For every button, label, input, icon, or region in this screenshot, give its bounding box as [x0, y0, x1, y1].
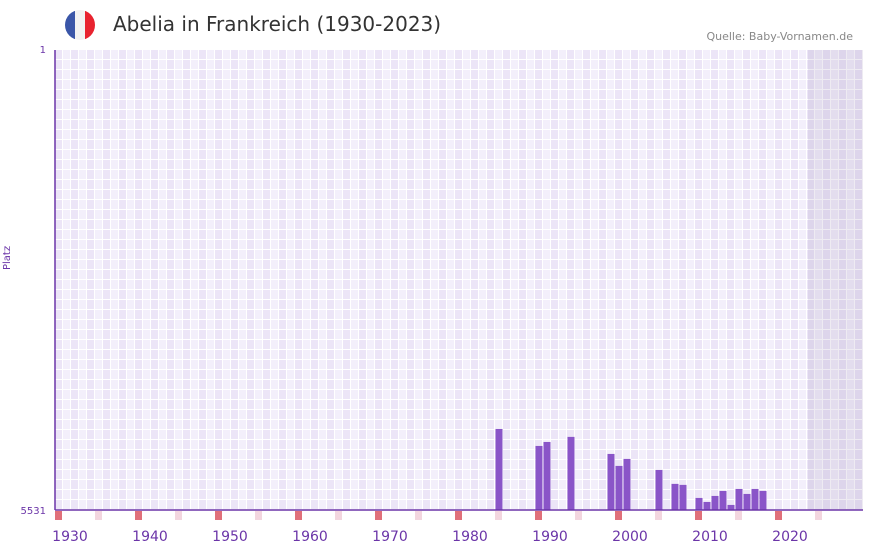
chart-title: Abelia in Frankreich (1930-2023) [113, 12, 442, 36]
year-marker-1948 [215, 511, 222, 520]
year-marker-2013 [735, 511, 742, 520]
bar-2006[interactable] [679, 484, 687, 510]
x-tick-1960: 1960 [292, 529, 328, 545]
x-tick-1940: 1940 [132, 529, 168, 545]
year-marker-1928 [55, 511, 62, 520]
year-marker-1983 [495, 511, 502, 520]
bar-1983[interactable] [495, 428, 503, 510]
bar-2010[interactable] [711, 495, 719, 510]
bar-1999[interactable] [623, 458, 631, 510]
year-marker-1988 [535, 511, 542, 520]
year-marker-1998 [615, 511, 622, 520]
x-tick-1950: 1950 [212, 529, 248, 545]
bar-2009[interactable] [703, 501, 711, 510]
bar-2012[interactable] [727, 504, 735, 510]
bar-2015[interactable] [751, 488, 759, 510]
source-link[interactable]: Quelle: Baby-Vornamen.de [706, 30, 853, 43]
year-marker-1993 [575, 511, 582, 520]
year-marker-1963 [335, 511, 342, 520]
x-tick-1930: 1930 [52, 529, 88, 545]
bar-2014[interactable] [743, 493, 751, 510]
bar-1998[interactable] [615, 465, 623, 510]
plot-area [55, 50, 863, 510]
year-marker-1938 [135, 511, 142, 520]
future-shade [808, 50, 863, 510]
year-marker-1973 [415, 511, 422, 520]
year-marker-2008 [695, 511, 702, 520]
x-tick-1990: 1990 [532, 529, 568, 545]
year-marker-1943 [175, 511, 182, 520]
year-marker-1978 [455, 511, 462, 520]
bar-2013[interactable] [735, 488, 743, 510]
bar-2003[interactable] [655, 469, 663, 510]
bar-1989[interactable] [543, 441, 551, 510]
y-tick-bottom: 5531 [21, 506, 46, 517]
x-tick-2020: 2020 [772, 529, 808, 545]
bar-1988[interactable] [535, 445, 543, 510]
bar-1997[interactable] [607, 453, 615, 510]
bar-2005[interactable] [671, 483, 679, 510]
france-flag-icon [65, 10, 95, 40]
year-marker-1953 [255, 511, 262, 520]
x-tick-1970: 1970 [372, 529, 408, 545]
year-marker-2018 [775, 511, 782, 520]
year-marker-2003 [655, 511, 662, 520]
year-marker-1933 [95, 511, 102, 520]
x-tick-1980: 1980 [452, 529, 488, 545]
bar-2008[interactable] [695, 497, 703, 510]
x-tick-2010: 2010 [692, 529, 728, 545]
bar-2016[interactable] [759, 490, 767, 510]
x-tick-2000: 2000 [612, 529, 648, 545]
bar-1992[interactable] [567, 436, 575, 510]
year-marker-1968 [375, 511, 382, 520]
year-marker-2023 [815, 511, 822, 520]
bar-2011[interactable] [719, 490, 727, 510]
year-marker-1958 [295, 511, 302, 520]
y-tick-top: 1 [40, 45, 46, 56]
